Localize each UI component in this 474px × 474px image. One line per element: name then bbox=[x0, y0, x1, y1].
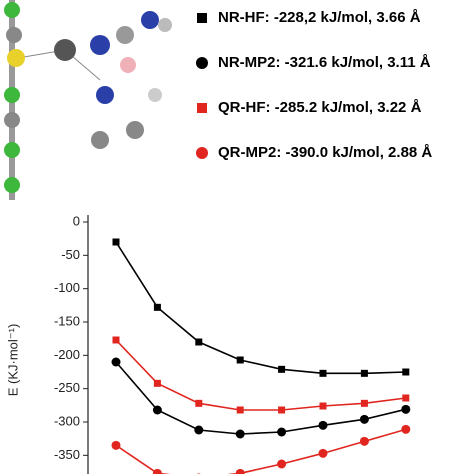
data-point bbox=[152, 468, 162, 474]
data-point bbox=[278, 406, 286, 414]
legend-marker bbox=[196, 147, 208, 159]
y-axis-label: E (KJ·mol⁻¹) bbox=[5, 324, 20, 397]
data-point bbox=[319, 369, 327, 377]
data-point bbox=[402, 394, 410, 402]
data-point bbox=[277, 459, 287, 469]
data-point bbox=[318, 448, 328, 458]
data-point bbox=[235, 429, 245, 439]
data-point bbox=[194, 425, 204, 435]
y-tick-label: -350 bbox=[54, 447, 80, 462]
y-tick-label: -300 bbox=[54, 413, 80, 428]
data-point bbox=[319, 402, 327, 410]
data-point bbox=[111, 357, 121, 367]
data-point bbox=[401, 424, 411, 434]
legend-marker bbox=[197, 103, 207, 113]
series-line bbox=[115, 361, 406, 435]
data-point bbox=[236, 406, 244, 414]
legend-marker bbox=[196, 57, 208, 69]
data-point bbox=[277, 427, 287, 437]
series-line bbox=[115, 241, 406, 375]
series-line bbox=[115, 339, 406, 411]
legend-marker bbox=[197, 13, 207, 23]
data-point bbox=[360, 399, 368, 407]
data-point bbox=[235, 468, 245, 474]
data-point bbox=[401, 404, 411, 414]
data-point bbox=[153, 379, 161, 387]
data-point bbox=[359, 436, 369, 446]
y-tick-label: -200 bbox=[54, 347, 80, 362]
data-point bbox=[236, 356, 244, 364]
legend-label: QR-HF: -285.2 kJ/mol, 3.22 Å bbox=[218, 99, 422, 116]
legend-label: NR-HF: -228,2 kJ/mol, 3.66 Å bbox=[218, 9, 421, 26]
data-point bbox=[153, 303, 161, 311]
y-tick-label: -100 bbox=[54, 280, 80, 295]
y-tick-label: -250 bbox=[54, 380, 80, 395]
data-point bbox=[112, 238, 120, 246]
data-point bbox=[112, 336, 120, 344]
data-point bbox=[318, 420, 328, 430]
data-point bbox=[360, 369, 368, 377]
legend-label: QR-MP2: -390.0 kJ/mol, 2.88 Å bbox=[218, 144, 432, 161]
data-point bbox=[152, 405, 162, 415]
legend-label: NR-MP2: -321.6 kJ/mol, 3.11 Å bbox=[218, 54, 431, 71]
legend: NR-HF: -228,2 kJ/mol, 3.66 Å NR-MP2: -321… bbox=[196, 9, 432, 161]
data-point bbox=[195, 399, 203, 407]
data-point bbox=[359, 414, 369, 424]
data-point bbox=[111, 440, 121, 450]
series-line bbox=[115, 428, 407, 474]
data-point bbox=[402, 368, 410, 376]
data-point bbox=[195, 338, 203, 346]
molecule-image bbox=[4, 0, 172, 200]
y-tick-label: -50 bbox=[61, 247, 80, 262]
data-point bbox=[278, 365, 286, 373]
plot-area bbox=[111, 238, 411, 474]
y-tick-label: 0 bbox=[73, 213, 80, 228]
y-tick-label: -150 bbox=[54, 313, 80, 328]
